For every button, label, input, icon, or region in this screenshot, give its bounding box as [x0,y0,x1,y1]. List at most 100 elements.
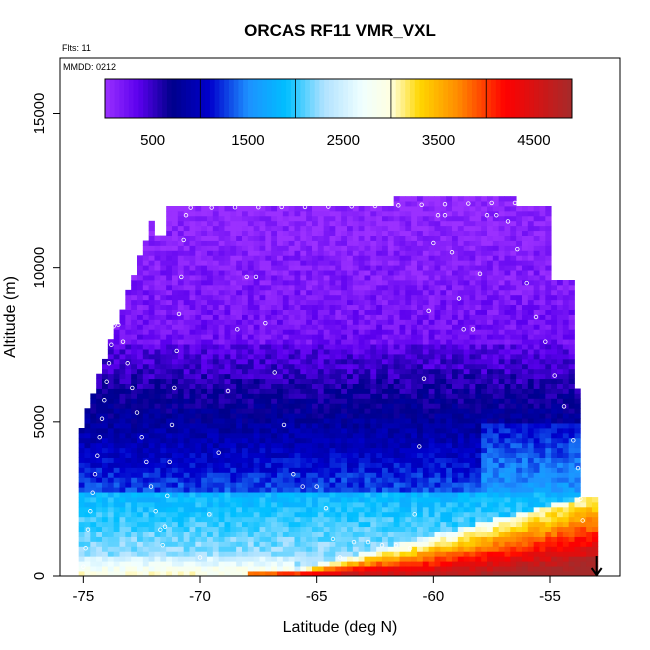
heatmap-cell [376,284,383,291]
heatmap-cell [329,506,336,513]
heatmap-cell [96,566,103,572]
heatmap-cell [282,432,290,439]
heatmap-cell [259,477,266,483]
heatmap-cell [481,418,488,424]
heatmap-cell [265,502,272,508]
heatmap-cell [469,447,476,454]
heatmap-cell [277,462,284,468]
heatmap-cell [399,428,406,434]
heatmap-cell [294,260,301,266]
heatmap-cell [247,225,255,232]
heatmap-cell [405,418,412,424]
heatmap-cell [265,561,272,567]
heatmap-cell [405,551,412,557]
heatmap-cell [166,388,173,394]
heatmap-cell [352,358,360,365]
heatmap-cell [405,477,412,483]
heatmap-cell [172,215,179,222]
heatmap-cell [317,516,325,523]
heatmap-cell [177,413,185,419]
heatmap-cell [393,531,400,537]
heatmap-cell [271,531,278,537]
heatmap-cell [183,284,190,291]
heatmap-cell [347,280,354,286]
heatmap-cell [154,373,161,380]
heatmap-cell [212,413,220,419]
heatmap-cell [236,275,243,281]
heatmap-cell [189,403,196,409]
heatmap-cell [230,324,237,330]
heatmap-cell [475,492,482,498]
heatmap-cell [271,571,278,577]
heatmap-cell [218,358,225,365]
heatmap-cell [341,413,348,419]
heatmap-cell [96,447,103,454]
heatmap-cell [113,541,120,547]
heatmap-cell [323,497,330,503]
heatmap-cell [422,413,430,419]
heatmap-cell [440,452,447,458]
heatmap-cell [382,531,389,537]
heatmap-cell [358,472,365,478]
heatmap-cell [422,358,430,365]
heatmap-cell [422,536,430,542]
heatmap-cell [230,358,237,365]
heatmap-cell [428,373,435,380]
heatmap-cell [335,373,342,380]
heatmap-cell [358,423,365,429]
heatmap-cell [294,294,301,301]
heatmap-cell [422,423,430,429]
heatmap-cell [469,280,476,286]
heatmap-cell [376,294,383,301]
heatmap-cell [446,334,453,340]
heatmap-cell [341,334,348,340]
heatmap-cell [218,329,225,335]
heatmap-cell [399,511,406,518]
heatmap-cell [376,260,383,266]
heatmap-cell [387,235,395,241]
heatmap-cell [300,235,307,241]
heatmap-cell [417,270,424,276]
heatmap-cell [323,363,330,370]
heatmap-cell [277,284,284,291]
heatmap-cell [160,393,167,399]
heatmap-cell [352,423,360,429]
heatmap-cell [399,497,406,503]
heatmap-cell [422,270,430,276]
heatmap-cell [107,403,115,409]
heatmap-cell [422,304,430,310]
heatmap-cell [417,225,424,232]
heatmap-cell [382,245,389,251]
heatmap-cell [382,487,389,493]
heatmap-cell [177,299,185,306]
heatmap-cell [84,571,91,577]
heatmap-cell [242,280,249,286]
heatmap-cell [422,215,430,222]
heatmap-cell [417,210,424,217]
heatmap-cell [253,502,260,508]
heatmap-cell [457,487,465,493]
heatmap-cell [294,561,301,567]
heatmap-cell [282,383,290,389]
heatmap-cell [469,215,476,222]
heatmap-cell [393,280,400,286]
heatmap-cell [446,393,453,399]
heatmap-cell [247,571,255,577]
heatmap-cell [177,324,185,330]
heatmap-cell [212,368,220,375]
heatmap-cell [142,492,150,498]
heatmap-cell [312,314,319,320]
heatmap-cell [113,329,120,335]
heatmap-cell [306,447,313,454]
heatmap-cell [131,447,138,454]
heatmap-cell [201,230,208,236]
heatmap-cell [172,437,179,444]
heatmap-cell [195,284,202,291]
heatmap-cell [481,546,488,552]
heatmap-cell [457,541,465,547]
heatmap-cell [236,428,243,434]
heatmap-cell [300,442,307,449]
heatmap-cell [113,536,120,542]
heatmap-cell [347,492,354,498]
heatmap-cell [271,240,278,246]
